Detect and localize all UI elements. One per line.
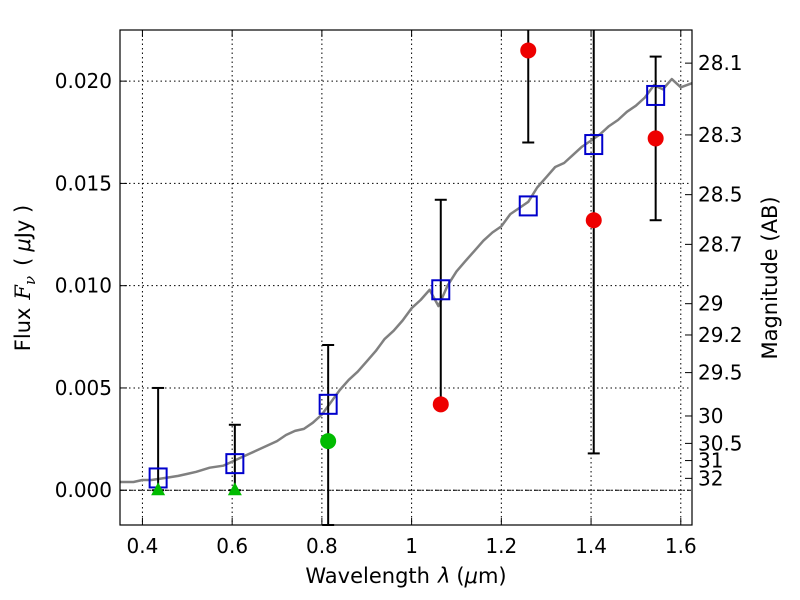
triangle-marker: [151, 482, 166, 496]
triangle-marker: [227, 482, 242, 496]
y2-tick-label: 28.7: [698, 232, 743, 256]
y-tick-label: 0.000: [55, 478, 112, 502]
x-tick-label: 1.4: [575, 534, 607, 558]
y-axis-label-prefix: Flux: [11, 308, 35, 352]
y2-tick-label: 32: [698, 466, 723, 490]
x-tick-label: 1.2: [485, 534, 517, 558]
y-tick-label: 0.010: [55, 274, 112, 298]
y-axis-label-unit-mu: μ: [11, 238, 35, 252]
y2-tick-label: 29: [698, 292, 723, 316]
y-axis-label-var-sub: ν: [21, 276, 39, 285]
circle-marker: [647, 130, 664, 147]
x-axis-label: Wavelength λ (μm): [305, 564, 506, 588]
circle-marker: [432, 396, 449, 413]
x-axis-ticks: 0.4 0.6 0.8 1 1.2 1.4 1.6: [127, 30, 697, 558]
x-tick-label: 0.8: [306, 534, 338, 558]
square-marker: [431, 279, 451, 301]
y-axis-label-unit-open: (: [11, 258, 35, 266]
y2-tick-label: 30.5: [698, 431, 743, 455]
x-axis-label-unit-rest: m): [478, 564, 507, 588]
circle-marker: [320, 433, 337, 450]
y2-tick-label: 30: [698, 404, 723, 428]
x-tick-label: 1.6: [665, 534, 697, 558]
x-tick-label: 0.4: [127, 534, 159, 558]
y-tick-label: 0.015: [55, 171, 112, 195]
x-axis-label-unit-mu: μ: [464, 564, 478, 588]
y-axis-label-unit-rest: Jy ): [11, 205, 35, 241]
data-markers: [148, 42, 666, 496]
square-marker: [584, 134, 604, 156]
y-tick-label: 0.020: [55, 69, 112, 93]
x-axis-label-var: λ: [437, 564, 450, 588]
y-axis-label-var: F: [11, 284, 35, 301]
square-marker: [225, 453, 245, 475]
y2-axis-label: Magnitude (AB): [758, 196, 782, 359]
x-tick-label: 0.6: [216, 534, 248, 558]
y2-tick-label: 28.1: [698, 51, 743, 75]
y2-tick-label: 31: [698, 449, 723, 473]
circle-marker: [520, 42, 537, 59]
y-axis-ticks: 0.000 0.005 0.010 0.015 0.020: [55, 69, 127, 502]
x-tick-label: 1: [405, 534, 418, 558]
square-marker: [646, 84, 666, 106]
plot-background: [120, 30, 692, 525]
y2-tick-label: 29.2: [698, 323, 743, 347]
square-marker: [318, 393, 338, 415]
y-axis-label: Flux Fν ( μJy ): [11, 205, 39, 351]
square-marker: [518, 195, 538, 217]
y-tick-label: 0.005: [55, 376, 112, 400]
y2-tick-label: 28.5: [698, 183, 743, 207]
x-axis-label-unit-open: (: [456, 564, 464, 588]
plot-frame: [119, 29, 693, 526]
y2-tick-label: 28.3: [698, 123, 743, 147]
circle-marker: [585, 212, 602, 229]
x-axis-label-prefix: Wavelength: [305, 564, 430, 588]
grid: [120, 30, 692, 525]
y2-tick-label: 29.5: [698, 361, 743, 385]
